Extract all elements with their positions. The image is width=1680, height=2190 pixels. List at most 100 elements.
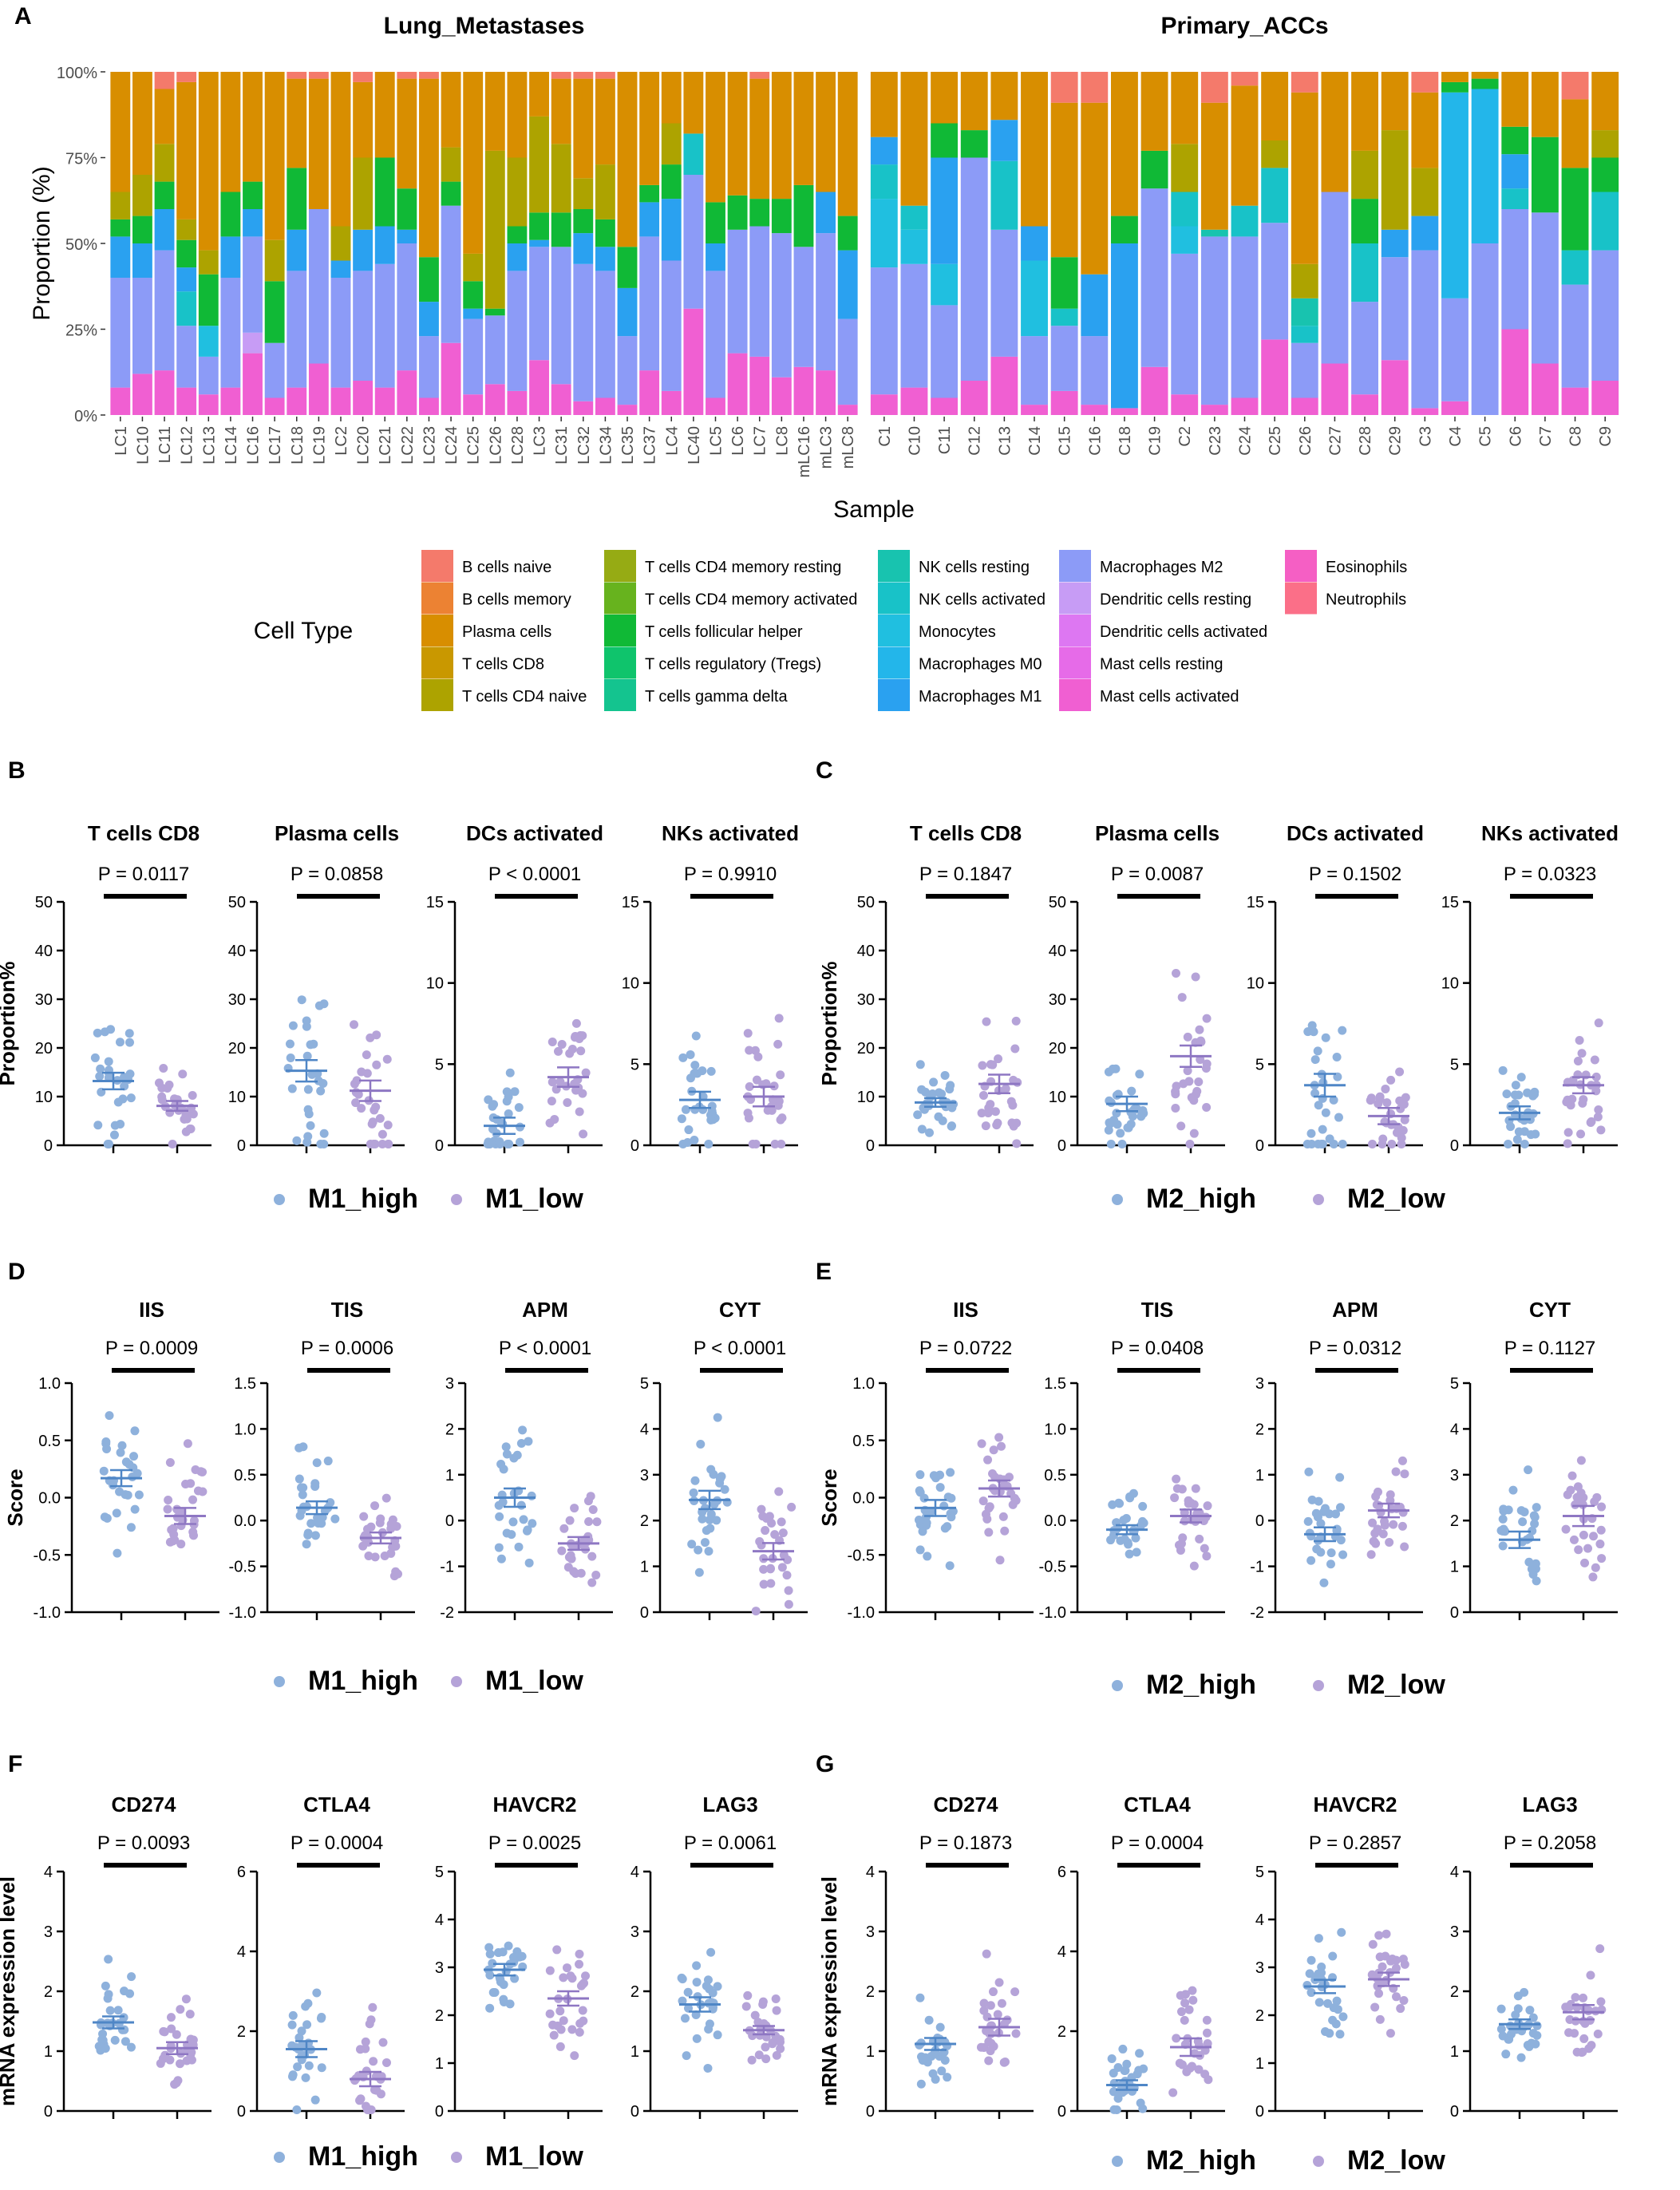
y-tick-label: -1.0 (34, 1604, 61, 1622)
data-point (1501, 2050, 1511, 2059)
data-point (93, 1028, 102, 1038)
data-point (181, 1994, 191, 2004)
data-point (1011, 2029, 1021, 2038)
bar-segment (749, 199, 770, 227)
p-value: P = 0.0004 (1111, 1832, 1204, 1854)
bar-segment (1441, 401, 1469, 415)
data-point (1511, 2010, 1520, 2020)
data-point (1196, 1037, 1206, 1046)
data-point (164, 1495, 173, 1504)
data-point (773, 1039, 783, 1049)
data-point (998, 1512, 1008, 1521)
p-value: P = 0.0006 (301, 1338, 393, 1359)
data-point (1574, 1545, 1583, 1555)
bar-segment (551, 384, 571, 415)
data-point (378, 2038, 388, 2047)
x-tick-label: LC1 (113, 426, 130, 456)
data-point (986, 2001, 995, 2010)
data-point (1334, 1113, 1343, 1122)
bar-segment (617, 405, 638, 415)
data-point (1597, 1554, 1607, 1563)
data-point (170, 1536, 180, 1545)
y-tick-label: -1 (440, 1559, 454, 1576)
bar-segment (353, 229, 374, 271)
bar-segment (220, 236, 241, 278)
data-point (1306, 1129, 1316, 1138)
bar-segment (419, 336, 439, 398)
data-point (90, 1053, 100, 1062)
data-point (1385, 1538, 1394, 1548)
legend-label: Eosinophils (1326, 559, 1407, 576)
legend-swatch (1059, 646, 1091, 679)
data-point (1171, 968, 1180, 978)
y-tick-label: 3 (866, 1923, 875, 1941)
bar-segment (220, 278, 241, 388)
data-point (303, 1530, 313, 1540)
p-value: P = 0.0408 (1111, 1338, 1204, 1359)
data-point (306, 1040, 315, 1050)
legend-label: M2_high (1146, 2145, 1256, 2176)
bar-segment (1050, 102, 1078, 258)
bar-segment (463, 281, 484, 309)
data-point (984, 2056, 994, 2065)
data-point (935, 2022, 945, 2032)
bar-segment (706, 397, 725, 415)
legend-swatch (878, 679, 910, 711)
legend-swatch (1059, 615, 1091, 646)
data-point (1328, 1951, 1338, 1961)
data-point (767, 1105, 777, 1115)
data-point (176, 1540, 186, 1549)
y-tick-label: 2 (445, 1421, 454, 1438)
data-point (1107, 2054, 1117, 2064)
data-point (126, 1523, 136, 1532)
y-tick-label: 4 (1255, 1911, 1264, 1929)
x-tick-label: LC8 (773, 426, 791, 456)
bar-segment (1021, 405, 1048, 415)
x-tick-label: LC24 (443, 426, 461, 464)
data-point (304, 2061, 314, 2070)
data-point (306, 1519, 316, 1528)
panel-label-a: A (14, 3, 32, 30)
data-point (1514, 1090, 1524, 1100)
data-point (704, 1547, 714, 1556)
x-tick-label: LC32 (575, 426, 593, 464)
data-point (1576, 1129, 1586, 1139)
bar-segment (154, 181, 175, 209)
data-point (110, 2035, 120, 2045)
y-tick-label: 50 (228, 894, 246, 911)
y-tick-label: 2 (1255, 2007, 1264, 2025)
bar-segment (683, 308, 704, 415)
data-point (181, 1479, 191, 1488)
data-point (330, 1514, 340, 1524)
bar-segment (1591, 72, 1619, 131)
bar-segment (484, 150, 505, 309)
data-point (1109, 2105, 1119, 2114)
data-point (301, 2073, 310, 2082)
data-point (1369, 1536, 1378, 1546)
bar-segment (639, 202, 660, 237)
bar-segment (1471, 78, 1499, 89)
p-value: P = 0.0009 (105, 1338, 198, 1359)
data-point (1400, 1469, 1409, 1479)
bar-segment (1171, 253, 1199, 395)
data-point (770, 1139, 780, 1148)
data-point (516, 1439, 526, 1449)
bar-segment (529, 360, 549, 415)
bar-segment (1381, 229, 1409, 258)
data-point (1187, 1093, 1196, 1102)
y-tick-label: 5 (435, 1864, 444, 1881)
data-point (684, 1125, 694, 1135)
bar-segment (264, 397, 285, 415)
data-point (587, 1552, 597, 1561)
data-point (1326, 1559, 1335, 1569)
y-tick-label: 1 (1255, 2055, 1264, 2073)
data-point (1532, 1576, 1541, 1586)
y-tick-label: 1 (435, 2055, 444, 2073)
p-value: P = 0.0004 (291, 1832, 383, 1854)
data-point (370, 1501, 380, 1511)
data-point (303, 1132, 313, 1141)
bar-segment (1171, 226, 1199, 254)
data-point (101, 2043, 110, 2053)
data-point (547, 1077, 557, 1087)
data-point (116, 1119, 125, 1129)
